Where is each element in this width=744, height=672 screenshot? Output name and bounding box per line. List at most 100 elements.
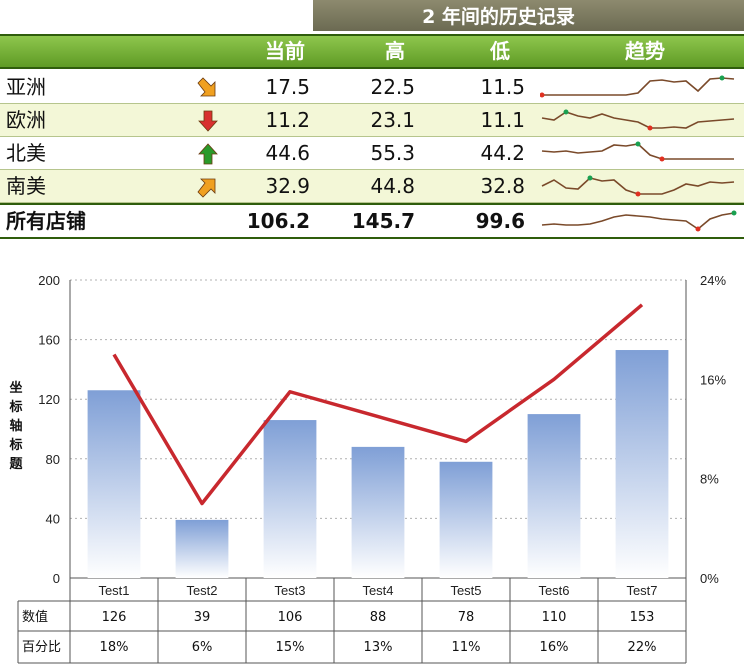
table-row-south-america: 南美 32.9 44.8 32.8 xyxy=(0,170,744,203)
table-row-all-stores: 所有店铺 106.2 145.7 99.6 xyxy=(0,203,744,239)
low-value: 99.6 xyxy=(475,209,525,233)
sparkline xyxy=(540,75,735,98)
current-value: 106.2 xyxy=(246,209,310,233)
region-label: 南美 xyxy=(6,174,46,198)
y-axis-title-char: 题 xyxy=(9,457,23,472)
history-summary-table: 2 年间的历史记录 当前 高 低 趋势 亚洲 17.5 22.5 11.5 欧洲… xyxy=(0,0,744,244)
sparkline-low-marker xyxy=(659,156,665,162)
bar-Test6 xyxy=(527,414,581,578)
col-header-high: 高 xyxy=(385,39,405,63)
table-cell: 15% xyxy=(276,640,305,655)
bar-Test7 xyxy=(615,350,669,578)
col-header-trend: 趋势 xyxy=(625,39,665,63)
x-tick-label: Test1 xyxy=(98,583,129,598)
region-label: 亚洲 xyxy=(6,75,46,99)
col-header-low: 低 xyxy=(490,39,510,63)
low-value: 32.8 xyxy=(480,174,525,198)
sparkline xyxy=(541,141,734,162)
table-cell: 106 xyxy=(278,610,303,625)
region-label: 所有店铺 xyxy=(6,209,86,233)
sparkline xyxy=(541,109,735,131)
high-value: 23.1 xyxy=(370,108,415,132)
x-tick-label: Test6 xyxy=(538,583,569,598)
table-cell: 153 xyxy=(630,610,655,625)
table-cell: 22% xyxy=(628,640,657,655)
combo-chart: 0 40 80 120 160 200 0% 8% 16% 24% 坐标轴标题 Test1 Test2 T… xyxy=(0,270,744,672)
history-banner: 2 年间的历史记录 xyxy=(313,0,744,31)
column-header-bar: 当前 高 低 趋势 xyxy=(0,34,744,69)
sparkline xyxy=(541,175,735,197)
sparkline-high-marker xyxy=(635,141,641,147)
bar-Test1 xyxy=(87,390,141,578)
low-value: 44.2 xyxy=(480,141,525,165)
sparkline-path xyxy=(542,77,735,96)
low-value: 11.5 xyxy=(480,75,525,99)
y-tick-label: 120 xyxy=(38,392,60,407)
y-axis-title-char: 标 xyxy=(8,399,22,415)
table-cell: 18% xyxy=(100,640,129,655)
trend-arrow-shape xyxy=(197,77,216,97)
bar-Test2 xyxy=(175,519,229,578)
sparkline-path xyxy=(541,212,735,230)
y2-tick-label: 0% xyxy=(700,571,719,586)
sparkline-high-marker xyxy=(731,210,737,216)
y-axis-title-char: 轴 xyxy=(9,418,22,434)
sparkline-low-marker xyxy=(635,191,641,197)
high-value: 145.7 xyxy=(351,209,415,233)
region-label: 北美 xyxy=(6,141,46,165)
sparkline-path xyxy=(541,111,735,129)
table-cell: 78 xyxy=(458,610,475,625)
table-cell: 88 xyxy=(370,610,387,625)
y2-tick-label: 8% xyxy=(700,472,719,487)
y-tick-label: 0 xyxy=(53,571,60,586)
y-axis-title-char: 坐 xyxy=(9,381,22,396)
x-tick-label: Test5 xyxy=(450,583,481,598)
y-tick-label: 160 xyxy=(38,333,60,348)
current-value: 17.5 xyxy=(265,75,310,99)
line-series-percent xyxy=(112,303,644,506)
table-row-label: 百分比 xyxy=(22,640,61,655)
table-row-north-america: 北美 44.6 55.3 44.2 xyxy=(0,137,744,170)
x-tick-label: Test2 xyxy=(186,583,217,598)
bar-Test4 xyxy=(351,446,405,578)
table-row-europe: 欧洲 11.2 23.1 11.1 xyxy=(0,104,744,137)
high-value: 22.5 xyxy=(370,75,415,99)
sparkline xyxy=(541,210,737,232)
table-cell: 11% xyxy=(452,640,481,655)
table-cell: 13% xyxy=(364,640,393,655)
sparkline-high-marker xyxy=(587,175,593,181)
trend-arrow-shape xyxy=(197,178,216,198)
bar-Test3 xyxy=(263,420,317,578)
table-row-asia: 亚洲 17.5 22.5 11.5 xyxy=(0,71,744,104)
y2-tick-label: 24% xyxy=(700,273,726,288)
y-tick-label: 200 xyxy=(38,273,60,288)
y-tick-label: 40 xyxy=(46,511,60,526)
sparkline-low-marker xyxy=(540,92,545,98)
col-header-current: 当前 xyxy=(265,39,305,63)
trend-arrow-icon xyxy=(198,110,218,132)
y-tick-label: 80 xyxy=(46,452,60,467)
table-cell: 39 xyxy=(194,610,211,625)
high-value: 55.3 xyxy=(370,141,415,165)
current-value: 11.2 xyxy=(265,108,310,132)
trend-arrow-icon xyxy=(197,178,216,198)
y-axis-title-char: 标 xyxy=(8,437,22,453)
low-value: 11.1 xyxy=(480,108,525,132)
trend-arrow-icon xyxy=(198,143,218,165)
y2-tick-label: 16% xyxy=(700,372,726,387)
table-cell: 126 xyxy=(102,610,127,625)
trend-arrow-shape xyxy=(198,110,218,132)
table-cell: 110 xyxy=(542,610,567,625)
region-label: 欧洲 xyxy=(6,108,46,132)
current-value: 44.6 xyxy=(265,141,310,165)
x-tick-label: Test4 xyxy=(362,583,393,598)
x-tick-label: Test3 xyxy=(274,583,305,598)
table-cell: 16% xyxy=(540,640,569,655)
sparkline-low-marker xyxy=(647,125,653,131)
trend-arrow-shape xyxy=(198,143,218,165)
table-cell: 6% xyxy=(192,640,213,655)
x-tick-label: Test7 xyxy=(626,583,657,598)
sparkline-low-marker xyxy=(695,226,701,232)
sparkline-high-marker xyxy=(563,109,569,115)
